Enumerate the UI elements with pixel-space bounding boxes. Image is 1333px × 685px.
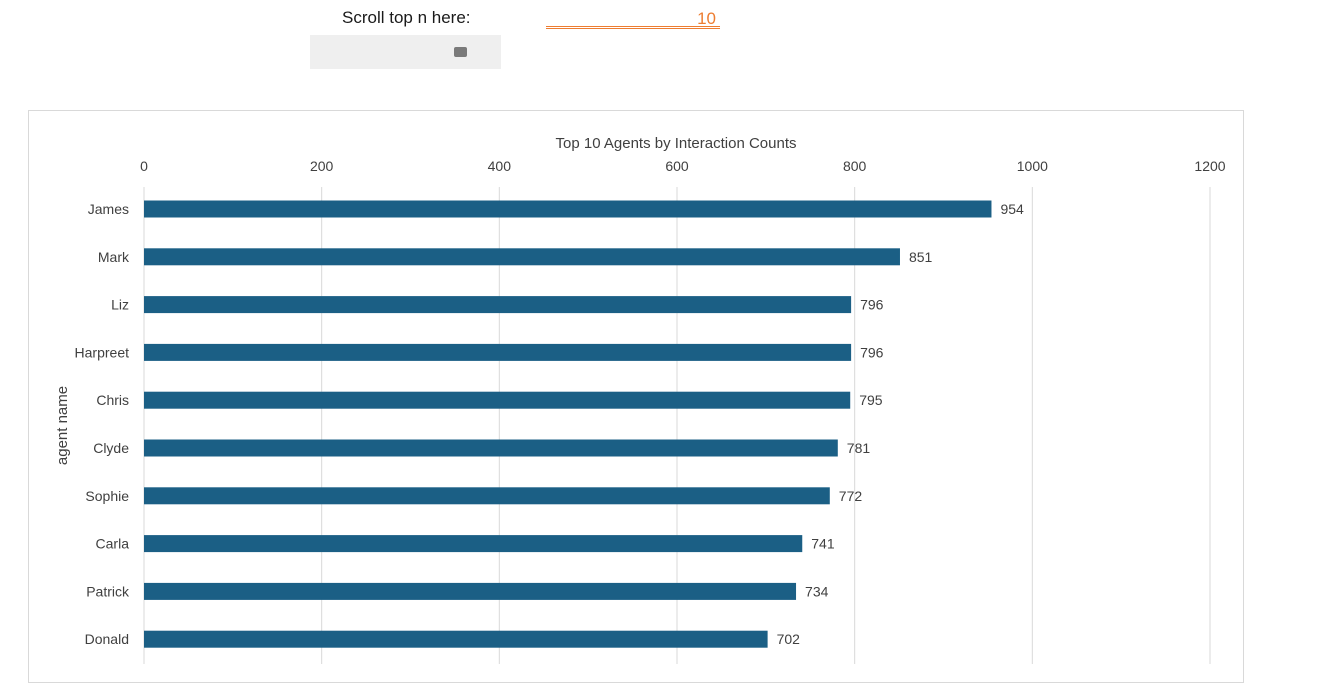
bar xyxy=(144,582,797,600)
bar xyxy=(144,391,851,409)
top-n-value: 10 xyxy=(697,9,716,28)
y-axis-title: agent name xyxy=(54,386,71,465)
top-n-input[interactable]: 10 xyxy=(546,8,720,29)
bar xyxy=(144,535,803,553)
bar xyxy=(144,439,838,457)
category-label: Carla xyxy=(96,536,130,552)
category-label: Sophie xyxy=(85,488,129,504)
x-tick-label: 800 xyxy=(843,158,867,174)
x-tick-label: 1200 xyxy=(1194,158,1225,174)
category-label: Chris xyxy=(96,392,129,408)
category-label: Liz xyxy=(111,297,129,313)
chart-area[interactable]: Top 10 Agents by Interaction Counts 0 200 4… xyxy=(28,110,1244,683)
chart-title: Top 10 Agents by Interaction Counts xyxy=(556,135,797,152)
category-label: Donald xyxy=(85,631,129,647)
bar-chart: Top 10 Agents by Interaction Counts 0 200 4… xyxy=(54,135,1226,664)
category-label: Patrick xyxy=(86,583,130,599)
top-n-scrollbar[interactable] xyxy=(310,35,501,69)
x-tick-label: 1000 xyxy=(1017,158,1048,174)
bar xyxy=(144,343,852,361)
category-label: Harpreet xyxy=(75,344,130,360)
x-tick-label: 0 xyxy=(140,158,148,174)
category-label: Mark xyxy=(98,249,130,265)
category-label: James xyxy=(88,201,129,217)
x-tick-label: 200 xyxy=(310,158,334,174)
data-label: 772 xyxy=(839,488,863,504)
data-label: 702 xyxy=(777,631,801,647)
data-label: 954 xyxy=(1000,201,1024,217)
data-label: 796 xyxy=(860,344,884,360)
data-label: 734 xyxy=(805,583,829,599)
bar xyxy=(144,630,768,648)
data-label: 796 xyxy=(860,297,884,313)
bar xyxy=(144,200,992,218)
category-label: Clyde xyxy=(93,440,129,456)
x-tick-label: 400 xyxy=(488,158,512,174)
bar xyxy=(144,487,830,505)
bar xyxy=(144,296,852,314)
data-label: 851 xyxy=(909,249,933,265)
data-label: 781 xyxy=(847,440,871,456)
data-label: 795 xyxy=(859,392,883,408)
bar xyxy=(144,248,900,266)
data-label: 741 xyxy=(811,536,835,552)
scrollbar-thumb[interactable] xyxy=(454,47,467,57)
x-tick-label: 600 xyxy=(665,158,689,174)
top-n-label: Scroll top n here: xyxy=(342,8,471,27)
